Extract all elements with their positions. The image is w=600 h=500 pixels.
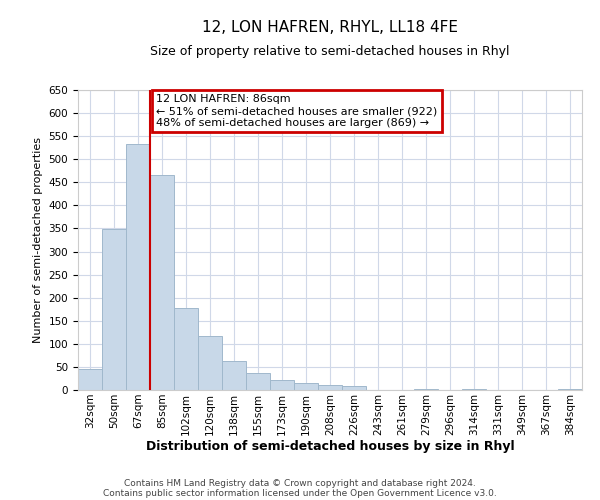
Bar bbox=[174, 308, 198, 390]
Bar bbox=[318, 386, 342, 390]
Y-axis label: Number of semi-detached properties: Number of semi-detached properties bbox=[33, 137, 43, 343]
Bar bbox=[78, 369, 102, 390]
Text: Contains HM Land Registry data © Crown copyright and database right 2024.: Contains HM Land Registry data © Crown c… bbox=[124, 478, 476, 488]
Bar bbox=[294, 383, 318, 390]
Bar bbox=[414, 388, 438, 390]
Text: 12 LON HAFREN: 86sqm
← 51% of semi-detached houses are smaller (922)
48% of semi: 12 LON HAFREN: 86sqm ← 51% of semi-detac… bbox=[156, 94, 437, 128]
Bar bbox=[462, 389, 486, 390]
Bar bbox=[198, 336, 222, 390]
Bar bbox=[270, 380, 294, 390]
Bar bbox=[150, 175, 174, 390]
Bar bbox=[222, 362, 246, 390]
Text: 12, LON HAFREN, RHYL, LL18 4FE: 12, LON HAFREN, RHYL, LL18 4FE bbox=[202, 20, 458, 35]
X-axis label: Distribution of semi-detached houses by size in Rhyl: Distribution of semi-detached houses by … bbox=[146, 440, 514, 454]
Text: Contains public sector information licensed under the Open Government Licence v3: Contains public sector information licen… bbox=[103, 488, 497, 498]
Bar bbox=[246, 374, 270, 390]
Bar bbox=[558, 389, 582, 390]
Text: Size of property relative to semi-detached houses in Rhyl: Size of property relative to semi-detach… bbox=[150, 45, 510, 58]
Bar bbox=[342, 386, 366, 390]
Bar bbox=[102, 230, 126, 390]
Bar bbox=[126, 144, 150, 390]
